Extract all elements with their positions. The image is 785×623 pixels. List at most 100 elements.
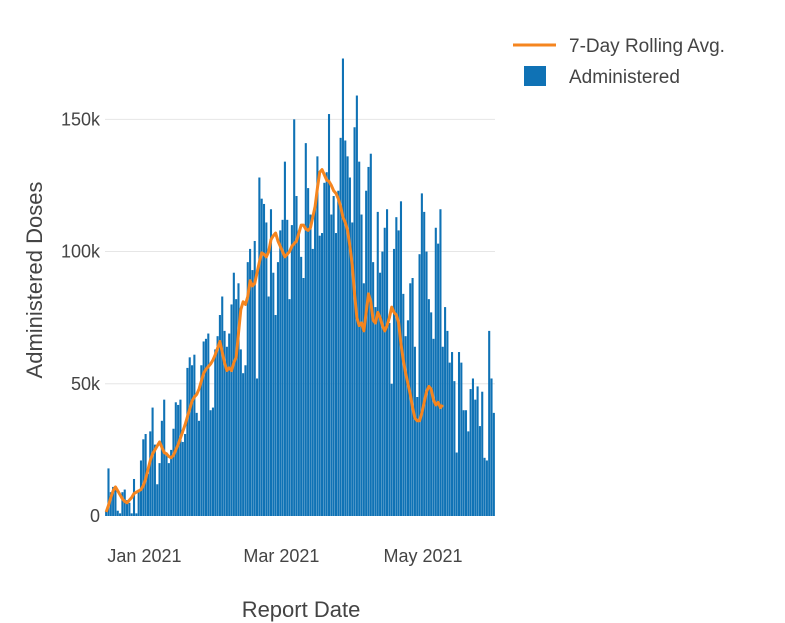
- administered-bars: [105, 58, 495, 517]
- bar: [406, 320, 409, 516]
- bar: [256, 378, 259, 516]
- legend-label-rolling-avg: 7-Day Rolling Avg.: [569, 36, 725, 57]
- bar: [239, 349, 242, 516]
- bar: [413, 346, 416, 516]
- bar: [128, 502, 131, 516]
- bar: [471, 378, 474, 516]
- bar: [244, 365, 247, 516]
- bar: [420, 193, 423, 516]
- bar: [362, 283, 365, 516]
- bar: [228, 333, 231, 516]
- bar: [223, 330, 226, 516]
- bar: [293, 119, 296, 516]
- bar: [395, 217, 398, 516]
- legend[interactable]: 7-Day Rolling Avg. Administered: [513, 36, 725, 88]
- bar: [300, 256, 303, 516]
- bar: [397, 230, 400, 516]
- bar: [325, 172, 328, 516]
- bar: [142, 439, 145, 516]
- legend-item-rolling-avg[interactable]: 7-Day Rolling Avg.: [513, 36, 725, 57]
- bar: [232, 272, 235, 516]
- bar: [441, 346, 444, 516]
- bar: [246, 262, 249, 516]
- bar: [339, 137, 342, 516]
- bar: [265, 222, 268, 516]
- x-axis-ticks: Jan 2021 Mar 2021 May 2021: [107, 546, 462, 566]
- legend-item-administered[interactable]: Administered: [524, 66, 680, 88]
- bar: [376, 211, 379, 516]
- bar: [262, 203, 266, 516]
- bar: [184, 434, 187, 516]
- x-tick-label: Jan 2021: [107, 546, 181, 566]
- x-tick-label: Mar 2021: [243, 546, 319, 566]
- bar: [114, 489, 117, 516]
- bar: [488, 330, 491, 516]
- bar: [483, 457, 486, 516]
- bar: [327, 114, 331, 517]
- bar: [197, 420, 201, 516]
- bar: [177, 404, 180, 516]
- bar: [218, 315, 221, 516]
- bar: [172, 428, 175, 516]
- gridlines: [105, 118, 495, 385]
- bar: [318, 235, 321, 516]
- bar: [179, 399, 182, 516]
- bar: [434, 227, 437, 516]
- bar: [297, 230, 300, 516]
- bar: [274, 315, 277, 516]
- bar: [348, 177, 351, 516]
- y-axis-title: Administered Doses: [22, 182, 47, 379]
- bar: [351, 222, 354, 516]
- bar: [307, 188, 310, 517]
- bar: [258, 177, 261, 516]
- bar: [430, 312, 433, 516]
- bar: [107, 468, 110, 516]
- bar: [193, 354, 196, 516]
- bar: [156, 484, 159, 516]
- rolling-average-line-group: [104, 168, 444, 513]
- bar: [160, 420, 163, 516]
- bar: [316, 156, 319, 516]
- bar: [281, 219, 284, 517]
- bar: [374, 307, 377, 516]
- bar: [427, 299, 430, 516]
- bar: [195, 412, 198, 516]
- bar: [399, 201, 403, 517]
- rolling-average-line: [104, 168, 444, 513]
- bar: [121, 492, 124, 516]
- bar: [253, 240, 256, 516]
- bar: [309, 214, 312, 517]
- bar: [388, 322, 391, 516]
- bar: [457, 352, 461, 516]
- bar: [476, 386, 479, 516]
- bar: [167, 463, 170, 516]
- bar: [158, 463, 161, 516]
- bar: [295, 196, 298, 516]
- bar: [490, 378, 493, 516]
- bar: [372, 262, 375, 516]
- bar: [337, 190, 340, 516]
- bar: [365, 190, 368, 516]
- bar: [126, 500, 129, 516]
- bar: [448, 362, 451, 516]
- bar: [411, 278, 414, 516]
- bar: [404, 336, 407, 516]
- bar: [304, 143, 307, 516]
- bar: [211, 407, 214, 516]
- y-tick-label: 0: [90, 506, 100, 526]
- bar: [132, 478, 136, 516]
- bar: [446, 330, 449, 516]
- y-tick-label: 150k: [61, 109, 101, 129]
- x-tick-label: May 2021: [384, 546, 463, 566]
- bar: [367, 166, 370, 516]
- bar: [478, 426, 481, 516]
- bar: [358, 161, 361, 516]
- bar: [200, 365, 203, 516]
- bar: [288, 299, 291, 516]
- bar: [469, 389, 472, 516]
- bar: [402, 293, 405, 516]
- bar: [314, 203, 317, 516]
- bar: [251, 270, 254, 516]
- bar: [230, 304, 233, 516]
